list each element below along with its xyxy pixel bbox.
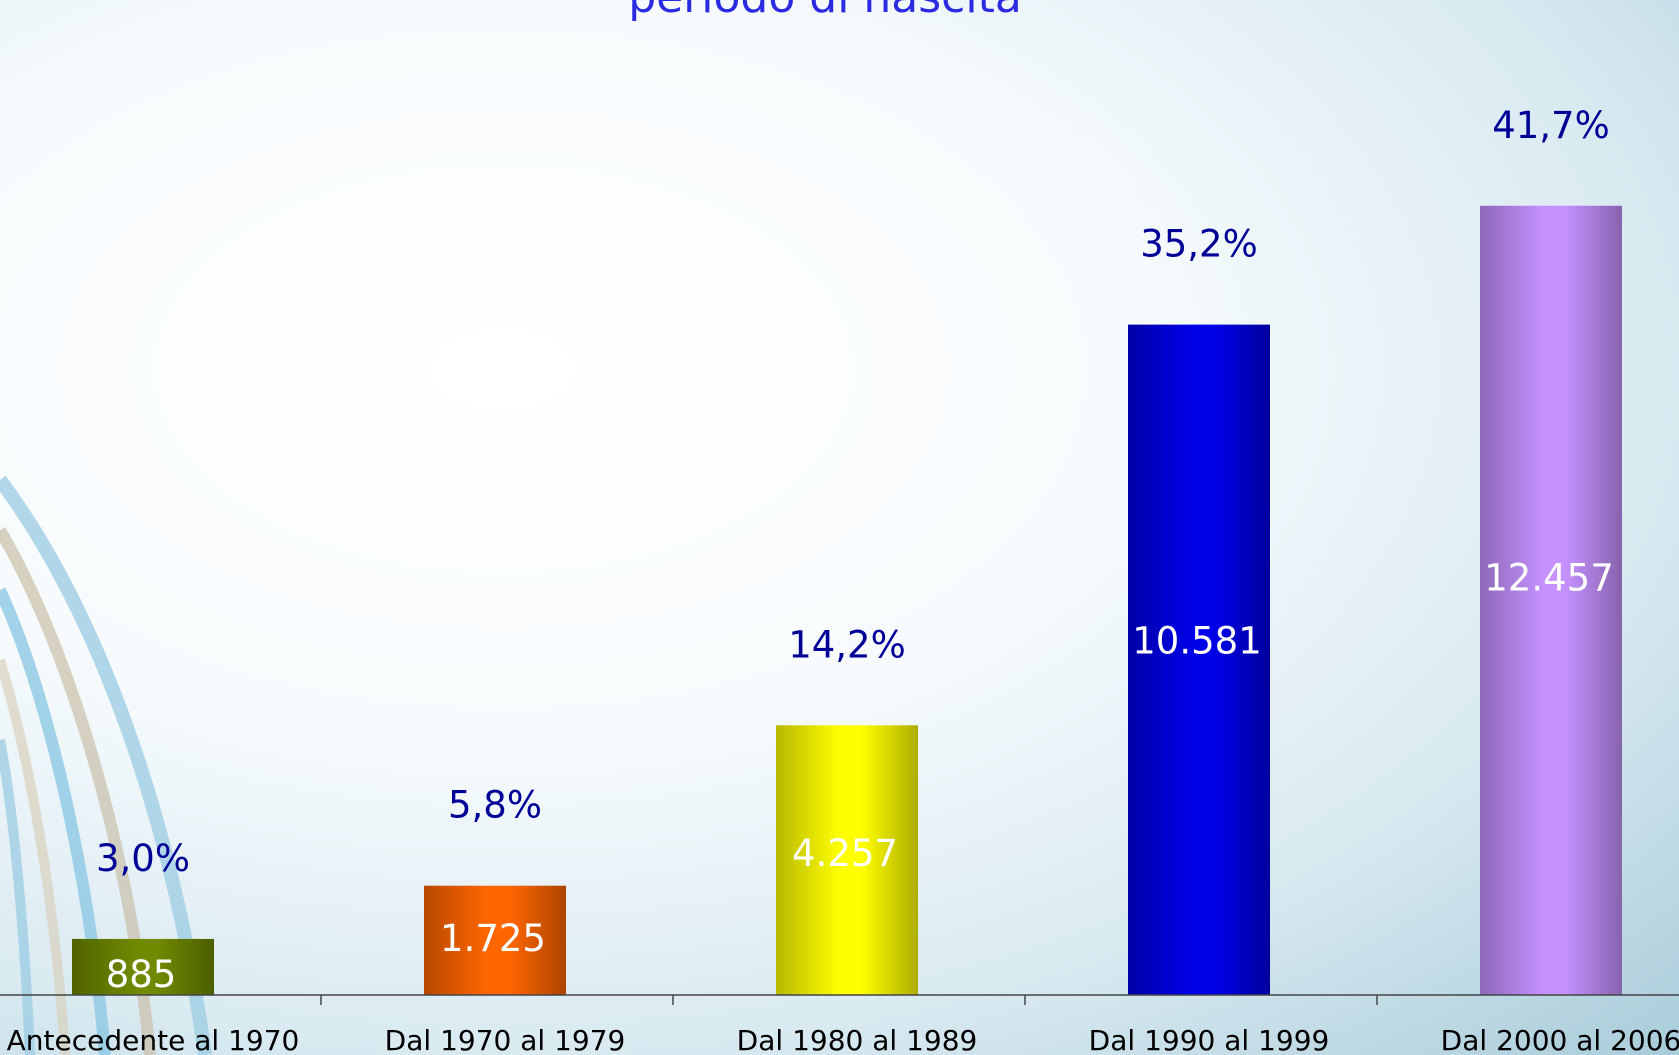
value-label-1: 885: [106, 953, 177, 996]
value-label-5: 12.457: [1484, 557, 1613, 600]
bar-3: [776, 725, 918, 995]
category-label-3: Dal 1980 al 1989: [737, 1024, 978, 1055]
category-label-5: Dal 2000 al 2006: [1441, 1024, 1679, 1055]
percent-label-1: 3,0%: [96, 837, 190, 880]
bar-2: [424, 885, 566, 995]
percent-label-4: 35,2%: [1140, 223, 1258, 266]
category-label-2: Dal 1970 al 1979: [385, 1024, 626, 1055]
bar-5: [1480, 205, 1622, 995]
bar-4: [1128, 324, 1270, 996]
percent-label-5: 41,7%: [1492, 104, 1610, 147]
bar-1: [72, 938, 214, 995]
percent-label-2: 5,8%: [448, 784, 542, 827]
category-label-1: Antecedente al 1970: [7, 1024, 300, 1055]
value-label-2: 1.725: [440, 917, 546, 960]
x-axis-ticks: [320, 995, 1378, 1005]
labels-group: 885 3,0% Antecedente al 1970 1.725 5,8% Dal 1…: [7, 104, 1679, 1055]
bars-group: [72, 205, 1622, 996]
percent-label-3: 14,2%: [788, 623, 906, 666]
chart-title: periodo di nascita: [628, 0, 1022, 23]
value-label-3: 4.257: [792, 832, 898, 875]
category-label-4: Dal 1990 al 1999: [1089, 1024, 1330, 1055]
value-label-4: 10.581: [1132, 620, 1261, 663]
